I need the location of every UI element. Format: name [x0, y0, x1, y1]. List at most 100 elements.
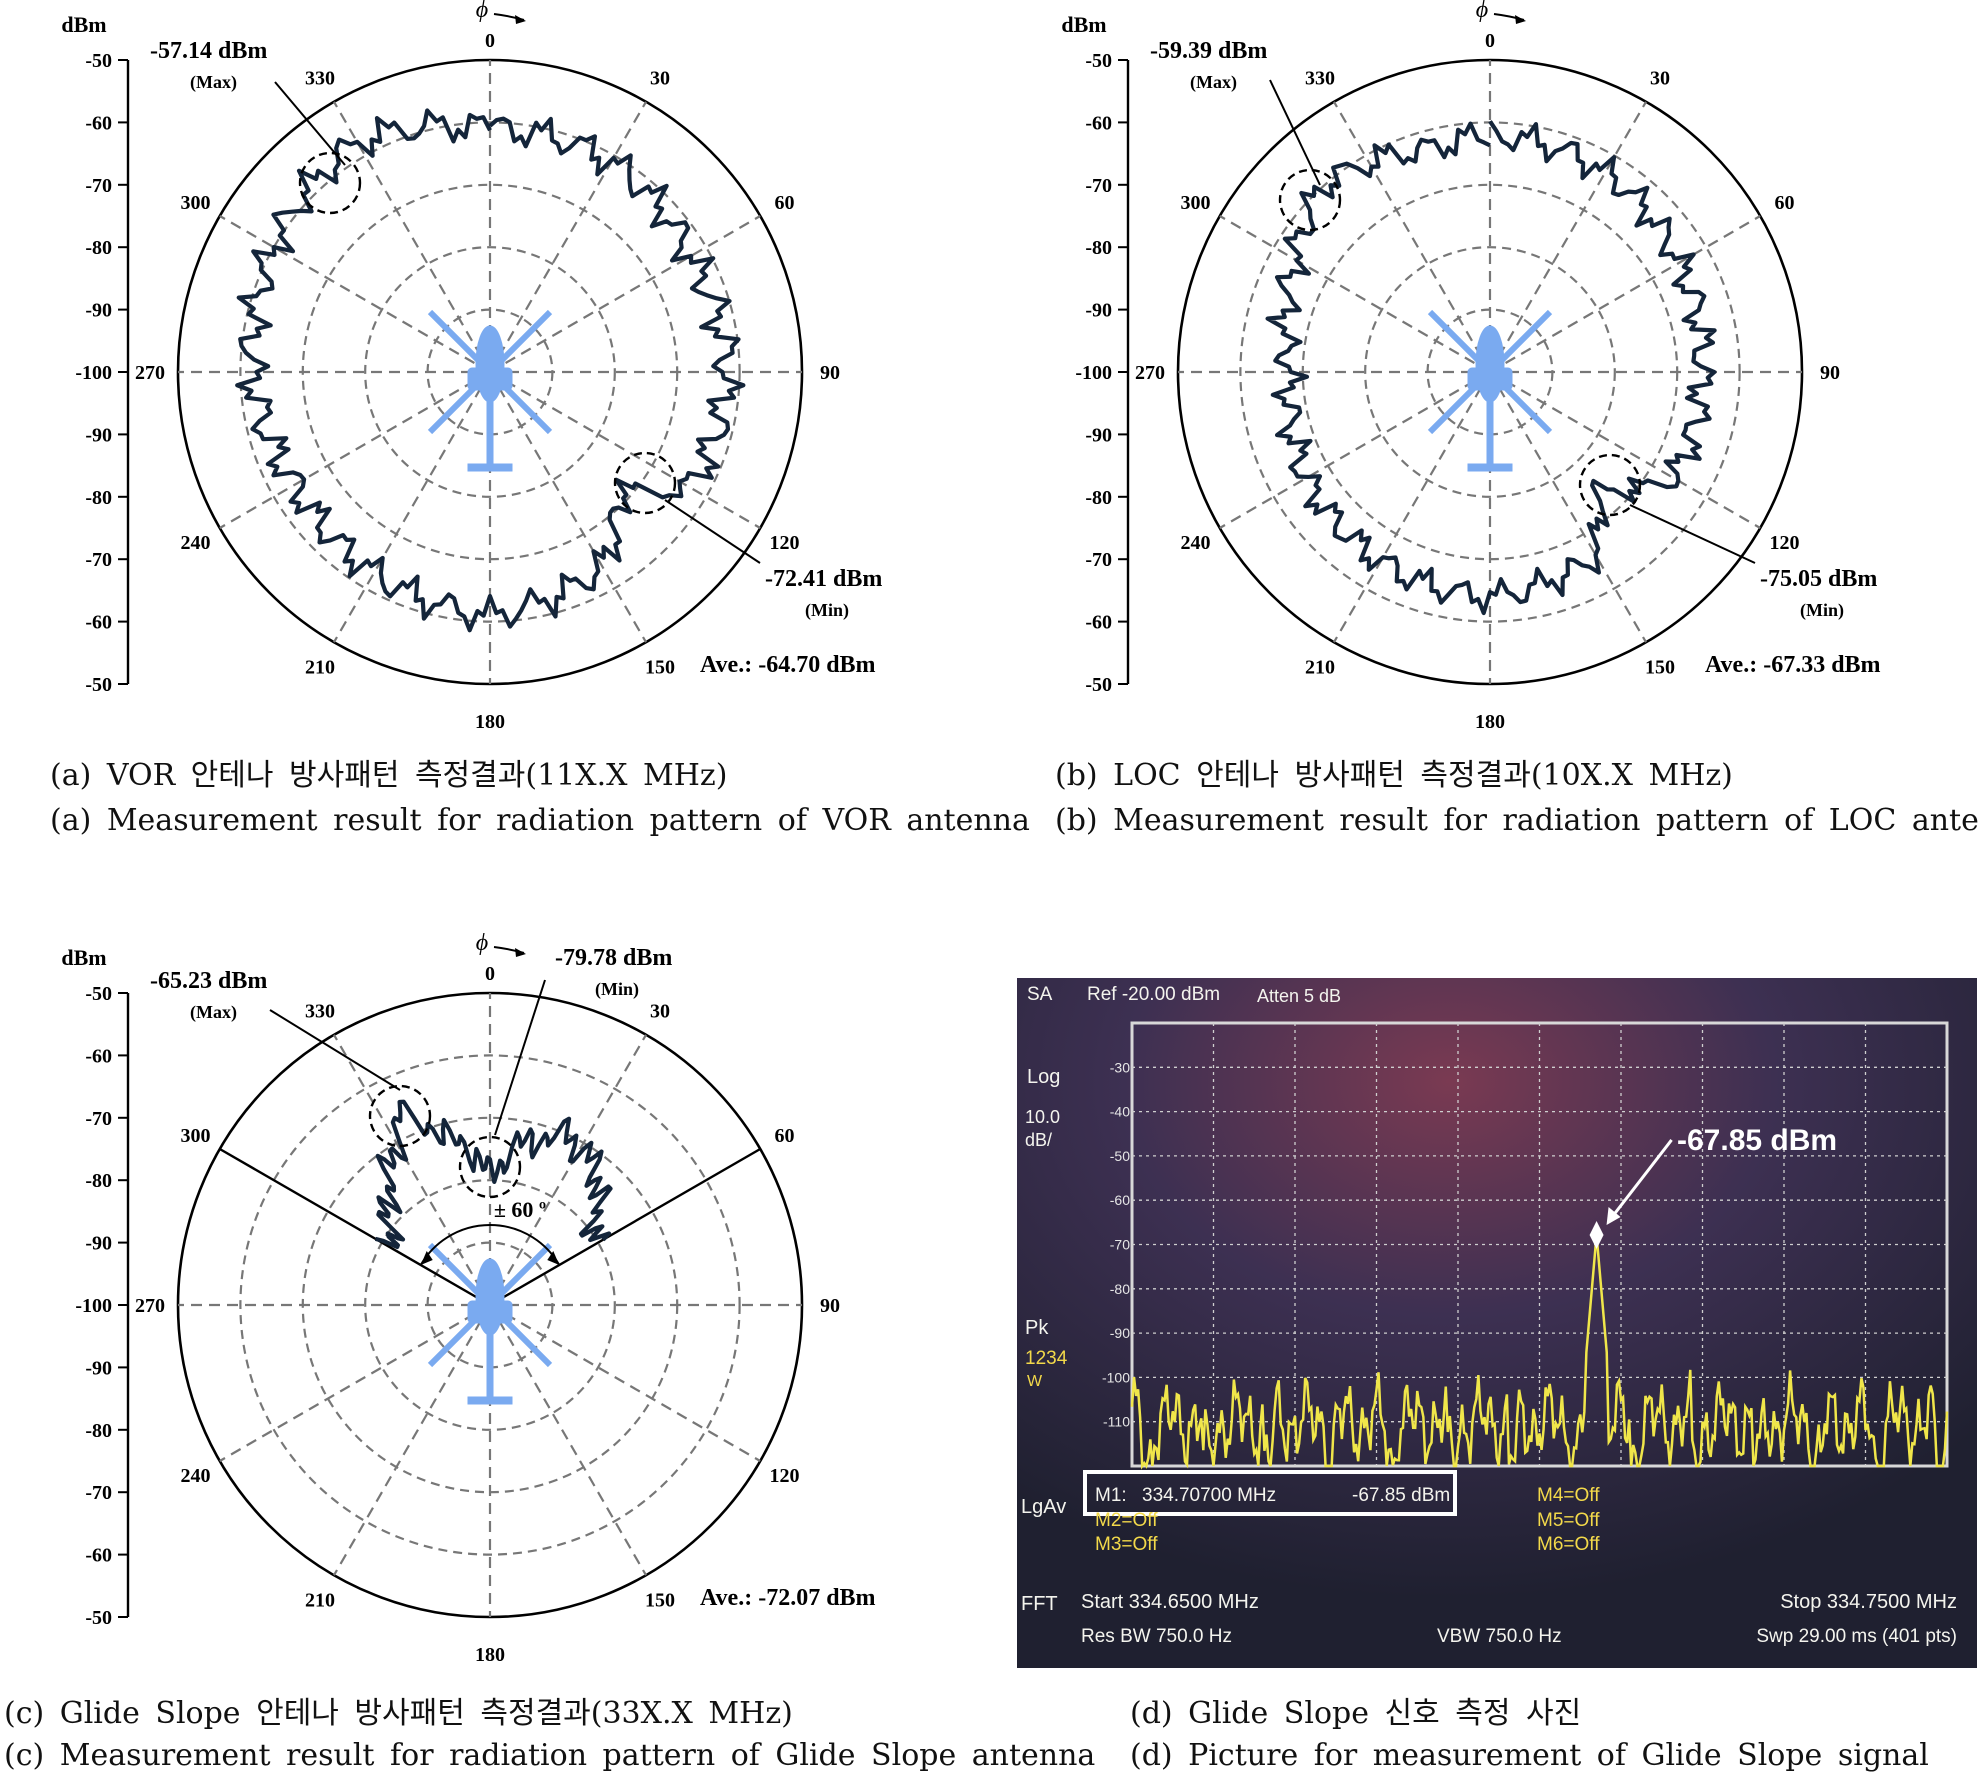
radial-tick-label: -60	[85, 1545, 112, 1567]
average-value-label: Ave.: -72.07 dBm	[700, 1585, 876, 1611]
tail-boom	[486, 397, 494, 469]
min-tag-label: (Min)	[1800, 600, 1844, 621]
start-frequency: Start 334.6500 MHz	[1081, 1591, 1259, 1613]
spoke-60	[489, 215, 761, 373]
scale-unit: dB/	[1025, 1130, 1052, 1150]
radial-tick-label: -100	[1075, 362, 1112, 384]
grid-ring	[364, 246, 616, 498]
max-highlight-circle	[1278, 168, 1342, 232]
radial-tick-label: -80	[85, 1170, 112, 1192]
spoke-210	[333, 371, 491, 643]
radial-tick-label: -70	[1085, 549, 1112, 571]
caption-d-korean: (d) Glide Slope 신호 측정 사진	[1130, 1696, 1582, 1731]
spoke-30	[489, 1034, 647, 1306]
radial-tick-label: -80	[85, 1420, 112, 1442]
spoke-330	[1333, 101, 1491, 373]
grid-ring	[364, 1179, 616, 1431]
spoke-330	[333, 1034, 491, 1306]
radial-tick-label: -50	[85, 674, 112, 696]
phi-arrow-head	[515, 15, 526, 24]
spoke-300	[1219, 215, 1491, 373]
tail-fin	[467, 1396, 513, 1405]
spoke-60	[489, 1147, 761, 1307]
screen-background	[1017, 978, 1977, 1668]
radial-tick-label: -80	[85, 487, 112, 509]
max-leader-line	[269, 1009, 401, 1091]
grid-ring	[239, 121, 741, 623]
angle-label-90: 90	[820, 362, 840, 384]
marker-4-status: M4=Off	[1537, 1485, 1600, 1506]
max-highlight-circle	[368, 1084, 432, 1148]
caption-a-english: (a) Measurement result for radiation pat…	[50, 803, 1030, 838]
marker-1-frequency: 334.70700 MHz	[1142, 1485, 1276, 1506]
spectrum-y-tick: -110	[1103, 1414, 1130, 1430]
scale-value: 10.0	[1025, 1107, 1060, 1127]
angle-label-270: 270	[1135, 362, 1165, 384]
caption-b-korean: (b) LOC 안테나 방사패턴 측정결과(10X.X MHz)	[1055, 758, 1733, 793]
spoke-150	[489, 1304, 647, 1576]
angle-label-210: 210	[305, 1589, 335, 1611]
detector-label: Pk	[1025, 1317, 1049, 1339]
caption-c-english: (c) Measurement result for radiation pat…	[4, 1738, 1096, 1773]
sa-mode-label: SA	[1027, 984, 1053, 1005]
radial-tick-label: -60	[85, 1045, 112, 1067]
spectrum-trace	[1130, 1234, 1949, 1470]
sector-arrow-right	[547, 1251, 560, 1265]
tail-boom	[486, 1330, 494, 1402]
radial-tick-label: -50	[85, 1607, 112, 1629]
angle-label-90: 90	[820, 1295, 840, 1317]
angle-label-300: 300	[181, 192, 211, 214]
angle-label-60: 60	[1774, 192, 1794, 214]
sector-arc	[419, 1224, 561, 1266]
tail-fin	[1467, 463, 1513, 472]
spoke-150	[1489, 371, 1647, 643]
polar-chart-c: 0 30 60 90 120 150 180 210 240 270 300 330 ϕ dBm -50 -6…	[61, 930, 876, 1666]
video-bandwidth: VBW 750.0 Hz	[1437, 1626, 1562, 1647]
spoke-30	[489, 101, 647, 373]
radial-tick-label: -70	[85, 175, 112, 197]
spoke-240	[219, 1304, 491, 1462]
radial-tick-label: -60	[85, 612, 112, 634]
grid-ring	[1364, 246, 1616, 498]
radial-tick-label: -50	[1085, 50, 1112, 72]
radial-tick-label: -60	[1085, 612, 1112, 634]
polar-chart-b-body: 0 30 60 90 120 150 180 210 240 270 300 330 ϕ dBm -50 -6…	[1061, 0, 1880, 733]
radial-tick-label: -90	[85, 300, 112, 322]
phi-label: ϕ	[476, 930, 488, 956]
angle-label-30: 30	[650, 68, 670, 90]
radial-tick-label: -90	[85, 424, 112, 446]
trace-number-label: 1234	[1025, 1348, 1068, 1369]
fuselage	[1475, 325, 1505, 403]
radial-tick-label: -100	[75, 1295, 112, 1317]
tail-boom	[1486, 397, 1494, 469]
panel-a: 0 30 60 90 120 150 180 210 240 270 300 330 ϕ dBm -50 -6…	[0, 0, 990, 745]
spectrum-y-tick: -100	[1102, 1369, 1130, 1385]
stop-frequency: Stop 334.7500 MHz	[1780, 1591, 1957, 1613]
log-label: Log	[1027, 1066, 1060, 1088]
marker-1-name: M1:	[1095, 1485, 1127, 1506]
max-value-label: -57.14 dBm	[150, 38, 267, 64]
radial-tick-label: -70	[85, 1108, 112, 1130]
marker-3-status: M3=Off	[1095, 1534, 1158, 1555]
fuselage	[475, 1258, 505, 1336]
spoke-150	[489, 371, 647, 643]
angle-label-270: 270	[135, 1295, 165, 1317]
angle-label-150: 150	[1645, 656, 1675, 678]
angle-label-330: 330	[1305, 68, 1335, 90]
max-tag-label: (Max)	[1190, 72, 1237, 93]
radial-tick-label: -50	[1085, 674, 1112, 696]
phi-label: ϕ	[1476, 0, 1488, 23]
max-tag-label: (Max)	[190, 72, 237, 93]
radial-tick-label: -100	[75, 362, 112, 384]
angle-label-300: 300	[181, 1125, 211, 1147]
marker-arrow	[1609, 1139, 1673, 1220]
angle-label-30: 30	[1650, 68, 1670, 90]
spoke-300	[219, 215, 491, 373]
radial-axis-unit: dBm	[61, 945, 106, 970]
atten-label: Atten 5 dB	[1257, 986, 1341, 1006]
angle-label-120: 120	[769, 1465, 799, 1487]
radial-tick-label: -60	[1085, 112, 1112, 134]
marker-diamond	[1589, 1220, 1604, 1249]
spectrum-grid	[1130, 1021, 1949, 1468]
spoke-60	[1489, 215, 1761, 373]
